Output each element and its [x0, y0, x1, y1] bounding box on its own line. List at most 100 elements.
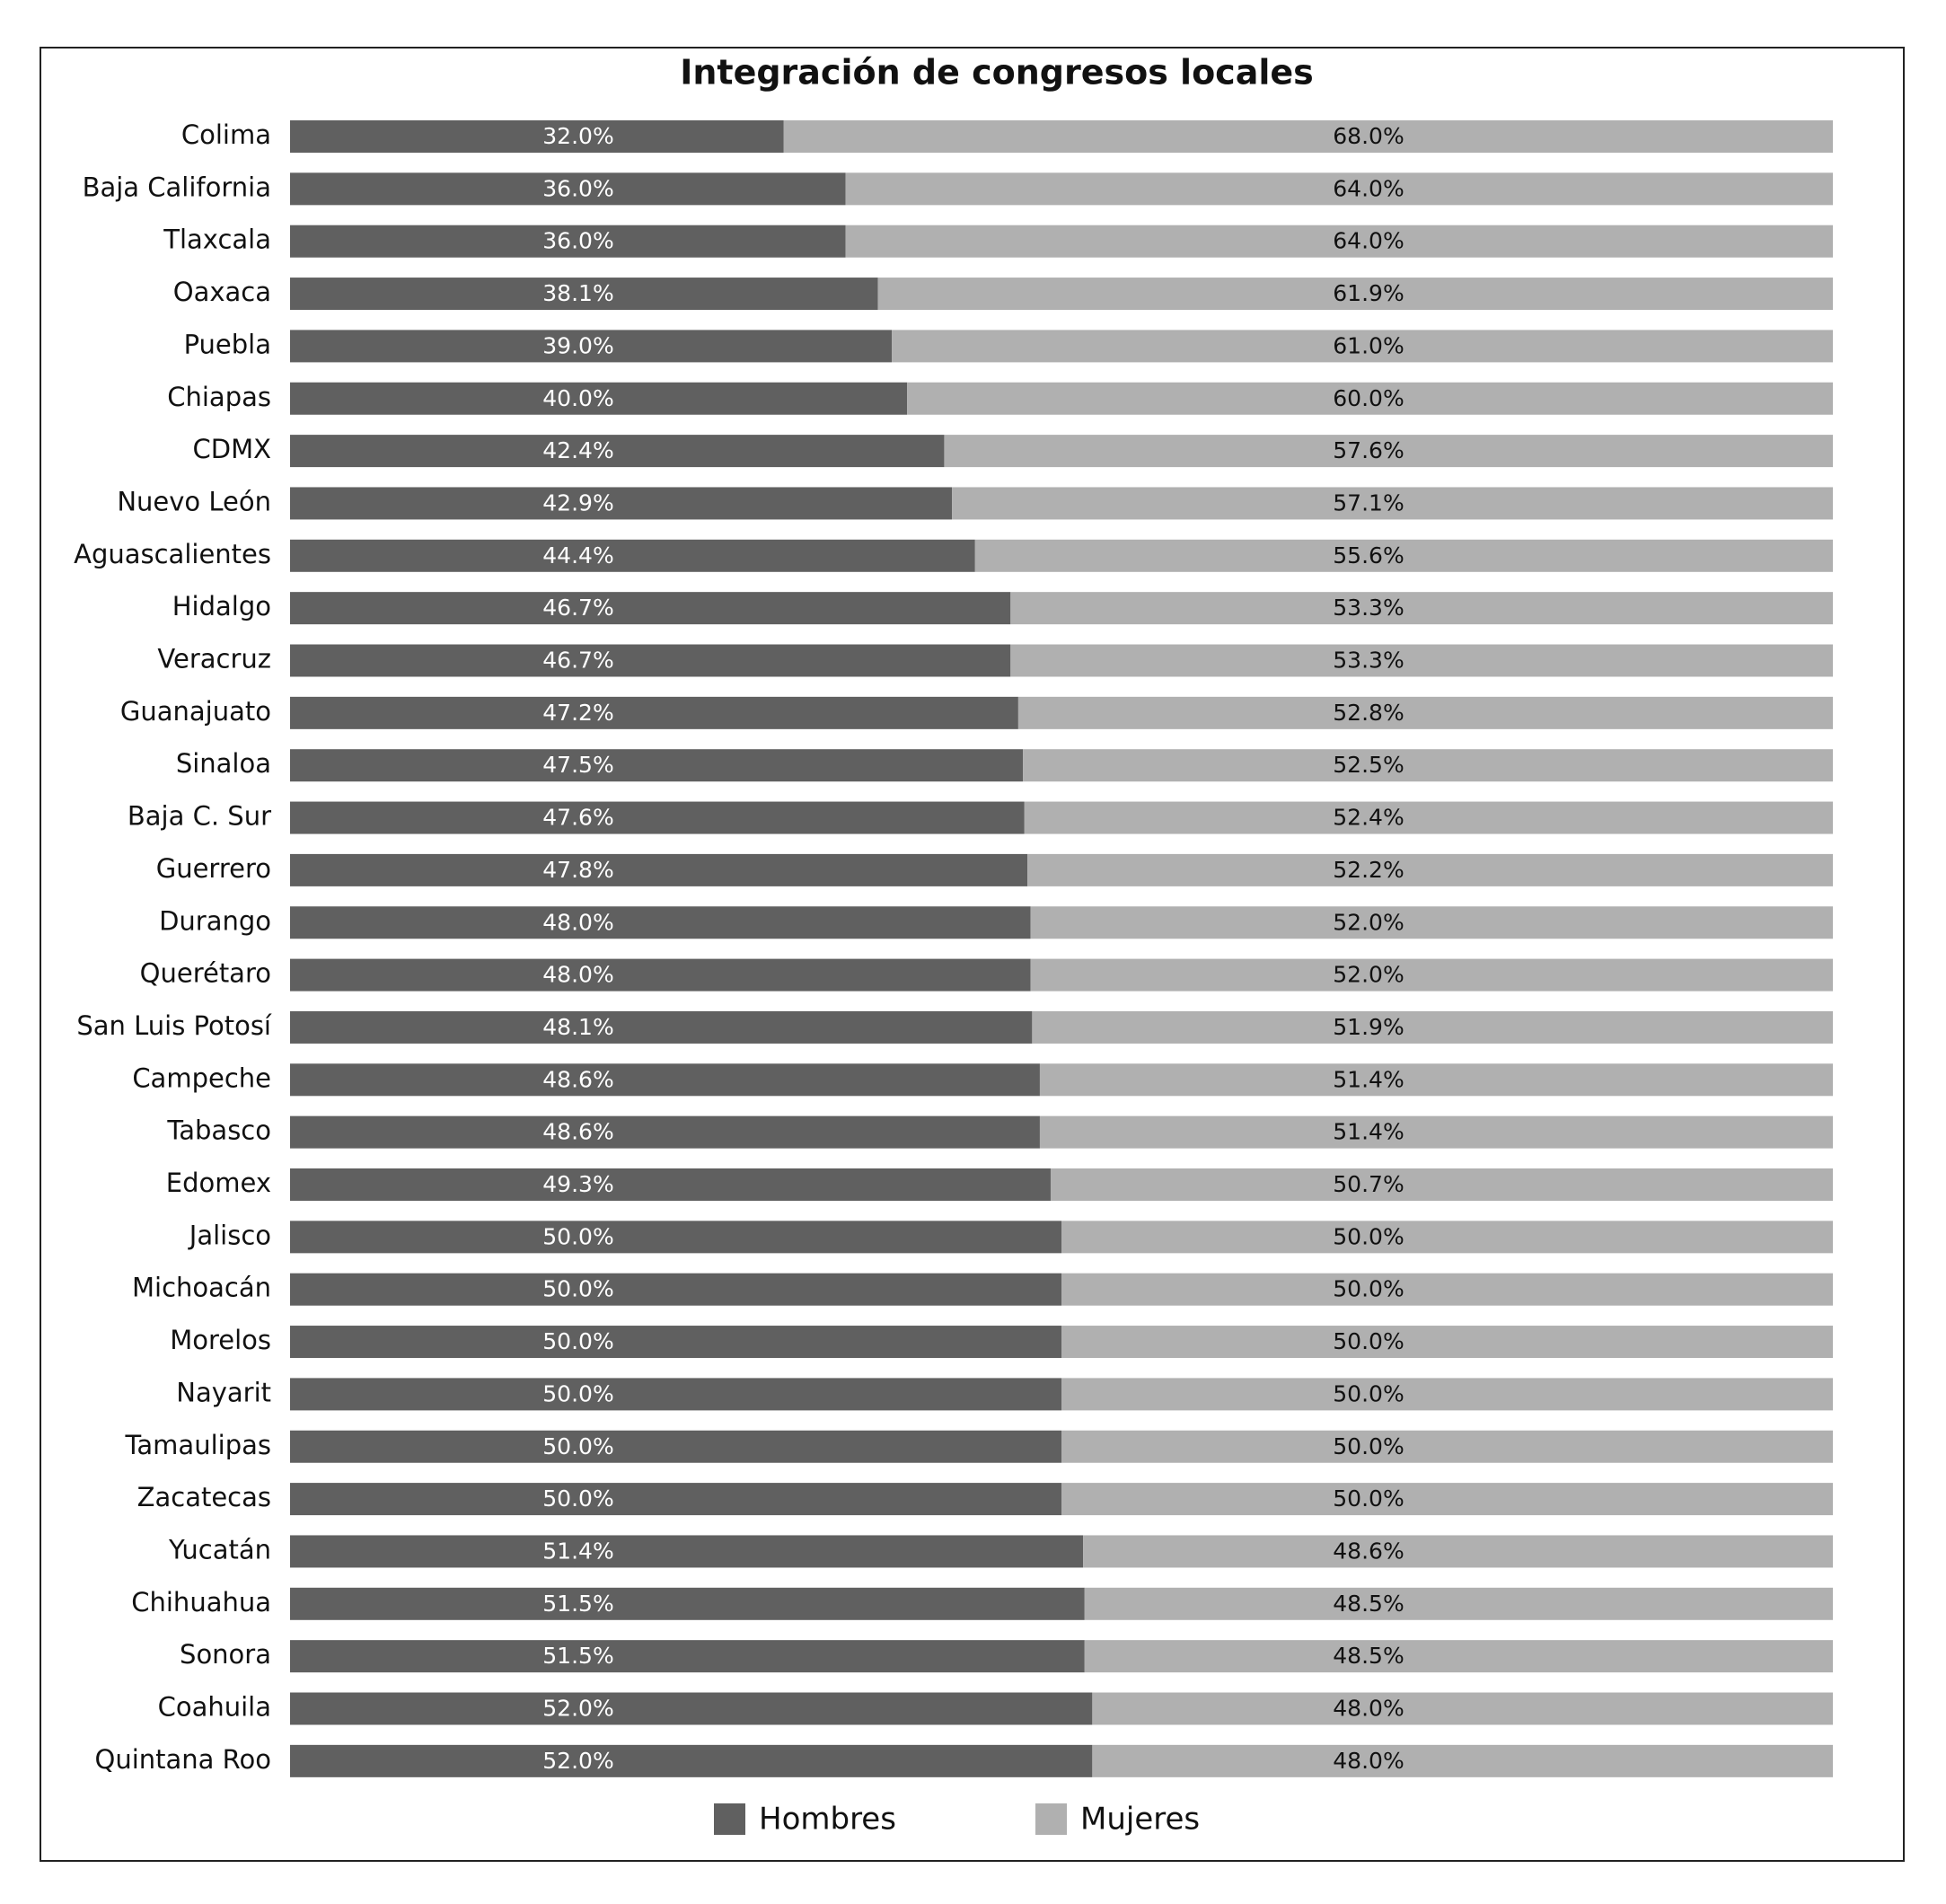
- y-tick-label: Coahuila: [158, 1692, 271, 1723]
- bar-segment: [290, 1483, 1061, 1516]
- bar-segment: [290, 1535, 1084, 1568]
- bar-segment: [1024, 801, 1833, 834]
- bar-segment: [974, 539, 1833, 572]
- y-tick-label: Baja California: [83, 172, 271, 202]
- data-label: 48.0%: [1333, 1696, 1404, 1722]
- data-label: 42.9%: [542, 489, 613, 516]
- data-label: 47.2%: [542, 700, 613, 726]
- bar-segment: [907, 382, 1834, 415]
- y-tick-label: Nayarit: [176, 1377, 271, 1407]
- y-tick-label: CDMX: [193, 434, 271, 464]
- bar-segment: [290, 801, 1025, 834]
- bar-segment: [290, 487, 953, 520]
- data-label: 48.5%: [1333, 1643, 1404, 1669]
- y-tick-label: Sinaloa: [176, 748, 271, 779]
- data-label: 57.1%: [1333, 489, 1404, 516]
- bar-segment: [1030, 906, 1833, 939]
- y-tick-label: Aguascalientes: [74, 539, 271, 569]
- data-label: 52.0%: [542, 1696, 613, 1722]
- data-label: 44.4%: [542, 542, 613, 569]
- bar-segment: [290, 1587, 1085, 1620]
- bar-segment: [1061, 1483, 1833, 1516]
- data-label: 50.0%: [542, 1433, 613, 1459]
- data-label: 46.7%: [542, 648, 613, 674]
- data-label: 42.4%: [542, 437, 613, 463]
- data-label: 50.0%: [542, 1380, 613, 1406]
- bar-segment: [290, 539, 975, 572]
- bar-segment: [290, 382, 908, 415]
- bar-segment: [952, 487, 1833, 520]
- y-tick-label: Morelos: [170, 1325, 271, 1355]
- bar-segment: [290, 1378, 1061, 1411]
- bar-segment: [1039, 1063, 1833, 1097]
- legend-label: Hombres: [759, 1802, 896, 1838]
- y-tick-label: Chihuahua: [131, 1587, 271, 1618]
- data-label: 51.5%: [542, 1591, 613, 1617]
- bar-segment: [1061, 1221, 1833, 1254]
- bar-segment: [290, 1326, 1061, 1359]
- y-tick-label: Colima: [181, 119, 271, 150]
- bar-segment: [1023, 749, 1833, 782]
- bar-segment: [845, 225, 1833, 258]
- bar-segment: [290, 278, 878, 311]
- bar-segment: [290, 1221, 1061, 1254]
- bar-segment: [290, 1273, 1061, 1306]
- y-tick-label: Chiapas: [167, 382, 271, 412]
- data-label: 50.7%: [1333, 1171, 1404, 1197]
- bar-segment: [1092, 1692, 1833, 1725]
- data-label: 50.0%: [1333, 1276, 1404, 1302]
- bar-segment: [1084, 1640, 1833, 1673]
- y-tick-label: Puebla: [184, 329, 271, 359]
- bar-segment: [892, 330, 1833, 363]
- y-tick-label: Durango: [159, 905, 271, 936]
- data-label: 52.4%: [1333, 805, 1404, 831]
- data-label: 48.1%: [542, 1014, 613, 1040]
- bar-segment: [290, 435, 945, 468]
- bar-segment: [1010, 592, 1833, 625]
- data-label: 38.1%: [542, 280, 613, 306]
- bar-segment: [290, 1010, 1033, 1044]
- data-label: 47.6%: [542, 805, 613, 831]
- bar-segment: [290, 644, 1011, 677]
- bar-segment: [290, 1692, 1093, 1725]
- bar-segment: [1084, 1587, 1833, 1620]
- y-tick-label: Hidalgo: [172, 591, 271, 621]
- data-label: 50.0%: [1333, 1328, 1404, 1354]
- data-label: 48.6%: [542, 1119, 613, 1145]
- data-label: 50.0%: [1333, 1485, 1404, 1512]
- bar-segment: [290, 853, 1028, 886]
- legend-label: Mujeres: [1080, 1802, 1200, 1838]
- data-label: 52.8%: [1333, 700, 1404, 726]
- bar-segment: [290, 749, 1024, 782]
- y-tick-label: Yucatán: [168, 1534, 271, 1565]
- data-label: 36.0%: [542, 175, 613, 201]
- data-label: 48.0%: [542, 962, 613, 988]
- legend-swatch: [1035, 1803, 1067, 1835]
- data-label: 40.0%: [542, 385, 613, 411]
- bar-segment: [290, 1640, 1085, 1673]
- data-label: 50.0%: [1333, 1380, 1404, 1406]
- bar-segment: [290, 330, 893, 363]
- bar-segment: [845, 172, 1833, 206]
- bar-segment: [1027, 853, 1833, 886]
- y-tick-label: Guanajuato: [120, 696, 271, 727]
- data-label: 55.6%: [1333, 542, 1404, 569]
- data-label: 46.7%: [542, 595, 613, 621]
- y-tick-label: Campeche: [132, 1062, 271, 1093]
- data-label: 51.4%: [1333, 1119, 1404, 1145]
- data-label: 32.0%: [542, 123, 613, 149]
- bar-segment: [783, 120, 1833, 153]
- y-tick-label: Veracruz: [157, 644, 271, 674]
- bar-segment: [290, 592, 1011, 625]
- data-label: 52.2%: [1333, 857, 1404, 883]
- data-label: 51.4%: [542, 1538, 613, 1564]
- bar-segment: [290, 1063, 1040, 1097]
- y-tick-label: Zacatecas: [137, 1482, 271, 1512]
- chart-title: Integración de congresos locales: [680, 53, 1314, 93]
- data-label: 48.0%: [542, 909, 613, 935]
- data-label: 36.0%: [542, 228, 613, 254]
- y-tick-label: Oaxaca: [173, 277, 271, 307]
- data-label: 52.5%: [1333, 752, 1404, 778]
- y-tick-label: Guerrero: [156, 853, 271, 884]
- data-label: 52.0%: [1333, 962, 1404, 988]
